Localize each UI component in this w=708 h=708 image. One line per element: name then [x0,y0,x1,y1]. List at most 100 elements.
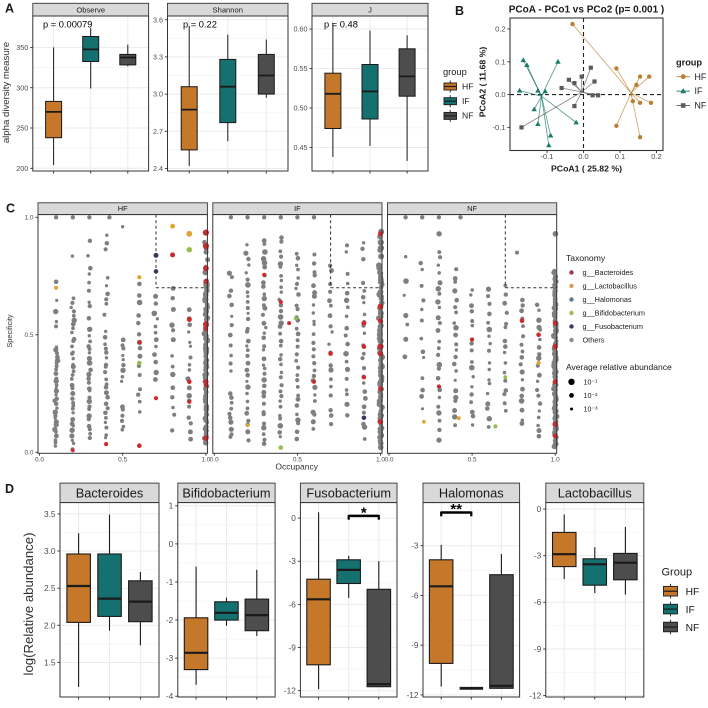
svg-text:1.0: 1.0 [24,215,33,222]
svg-text:HF: HF [118,204,128,213]
svg-text:0.1: 0.1 [615,152,625,161]
svg-text:-6: -6 [534,597,542,607]
svg-text:group: group [443,67,467,77]
svg-text:B: B [455,4,464,18]
svg-text:2.5: 2.5 [44,583,56,593]
svg-text:Others: Others [583,336,605,345]
svg-text:Bacteroides: Bacteroides [76,485,144,500]
svg-text:3.5: 3.5 [44,509,56,519]
svg-text:NF: NF [686,623,700,634]
svg-text:NF: NF [467,204,477,213]
svg-text:0.60: 0.60 [294,25,308,34]
svg-text:HF: HF [695,72,707,82]
svg-text:**: ** [450,501,462,518]
svg-text:3.0: 3.0 [153,90,163,99]
svg-text:350: 350 [16,43,28,52]
svg-text:IF: IF [294,204,301,213]
svg-text:0.5: 0.5 [24,332,33,339]
svg-text:PCoA2 ( 11.68 %): PCoA2 ( 11.68 %) [478,47,488,118]
svg-text:g__Halomonas: g__Halomonas [583,295,632,304]
svg-text:-4: -4 [166,691,174,701]
svg-text:3.0: 3.0 [44,546,56,556]
svg-text:300: 300 [16,83,28,92]
svg-text:0: 0 [169,539,174,549]
svg-text:0: 0 [291,513,296,523]
svg-text:Halomonas: Halomonas [439,485,504,500]
svg-text:*: * [361,504,367,521]
svg-text:0.5: 0.5 [293,456,302,463]
svg-text:0.0: 0.0 [35,456,44,463]
svg-text:C: C [6,202,15,216]
svg-text:A: A [5,2,14,16]
svg-text:HF: HF [462,81,473,91]
svg-text:g__Lactobacillus: g__Lactobacillus [583,282,638,291]
svg-text:-1: -1 [166,577,174,587]
svg-text:-12: -12 [529,690,541,700]
svg-text:1.0: 1.0 [376,456,385,463]
svg-text:IF: IF [686,605,695,616]
svg-text:-2: -2 [166,615,174,625]
svg-text:PCoA - PCo1 vs PCo2 (p= 0.001: PCoA - PCo1 vs PCo2 (p= 0.001 ) [509,4,665,15]
svg-text:p = 0.48: p = 0.48 [324,20,358,30]
svg-text:Taxonomy: Taxonomy [566,253,606,263]
svg-text:250: 250 [16,124,28,133]
svg-text:2.4: 2.4 [153,164,163,173]
svg-text:Lactobacillus: Lactobacillus [558,485,632,500]
svg-text:-9: -9 [411,640,419,650]
svg-text:1.0: 1.0 [551,456,560,463]
svg-text:log(Relative abundance): log(Relative abundance) [21,533,36,676]
svg-text:0: 0 [537,504,542,514]
svg-text:0.0: 0.0 [384,456,393,463]
svg-text:-12: -12 [284,686,296,696]
svg-text:-6: -6 [411,590,419,600]
svg-text:alpha diversity measure: alpha diversity measure [1,42,12,143]
svg-text:-0.1: -0.1 [541,152,554,161]
svg-text:Occupancy: Occupancy [275,462,318,472]
svg-text:Fusobacterium: Fusobacterium [306,485,391,500]
svg-text:0.0: 0.0 [495,90,505,99]
svg-text:0.5: 0.5 [118,456,127,463]
svg-text:0.55: 0.55 [294,64,308,73]
svg-text:0.2: 0.2 [651,152,661,161]
svg-text:Average relative abundance: Average relative abundance [566,362,672,372]
svg-text:1.5: 1.5 [44,657,56,667]
svg-text:IF: IF [695,86,703,96]
svg-text:2.7: 2.7 [153,127,163,136]
svg-text:p = 0.00079: p = 0.00079 [43,20,92,30]
svg-text:-9: -9 [534,644,542,654]
svg-text:0.0: 0.0 [578,152,588,161]
svg-text:0.5: 0.5 [468,456,477,463]
svg-text:-6: -6 [289,599,297,609]
svg-text:NF: NF [462,111,473,121]
svg-text:NF: NF [695,101,707,111]
svg-text:g__Fusobacterium: g__Fusobacterium [583,322,643,331]
svg-text:0.0: 0.0 [24,450,33,457]
svg-text:0.2: 0.2 [495,25,505,34]
svg-text:3.3: 3.3 [153,53,163,62]
svg-text:1.0: 1.0 [201,456,210,463]
svg-text:g__Bifidobacterium: g__Bifidobacterium [583,309,645,318]
svg-text:2.0: 2.0 [44,620,56,630]
svg-text:-9: -9 [289,642,297,652]
svg-text:PCoA1 ( 25.82 %): PCoA1 ( 25.82 %) [551,164,622,174]
svg-text:10⁻²: 10⁻² [584,392,599,400]
svg-text:0.0: 0.0 [210,456,219,463]
svg-text:-3: -3 [166,653,174,663]
svg-text:-3: -3 [289,556,297,566]
svg-text:-3: -3 [534,551,542,561]
svg-text:IF: IF [462,96,470,106]
svg-text:-12: -12 [407,690,419,700]
svg-text:Group: Group [662,567,693,579]
svg-text:HF: HF [686,587,700,598]
svg-text:0.1: 0.1 [495,57,505,66]
svg-text:group: group [676,58,702,68]
svg-text:0.50: 0.50 [294,104,308,113]
svg-text:1: 1 [169,501,174,511]
svg-text:-3: -3 [411,541,419,551]
svg-text:g__Bacteroides: g__Bacteroides [583,268,634,277]
svg-text:Specificity: Specificity [5,314,14,348]
svg-text:3.6: 3.6 [153,15,163,24]
svg-text:Bifidobacterium: Bifidobacterium [182,485,270,500]
svg-text:p = 0.22: p = 0.22 [183,20,217,30]
svg-text:-0.1: -0.1 [493,123,506,132]
